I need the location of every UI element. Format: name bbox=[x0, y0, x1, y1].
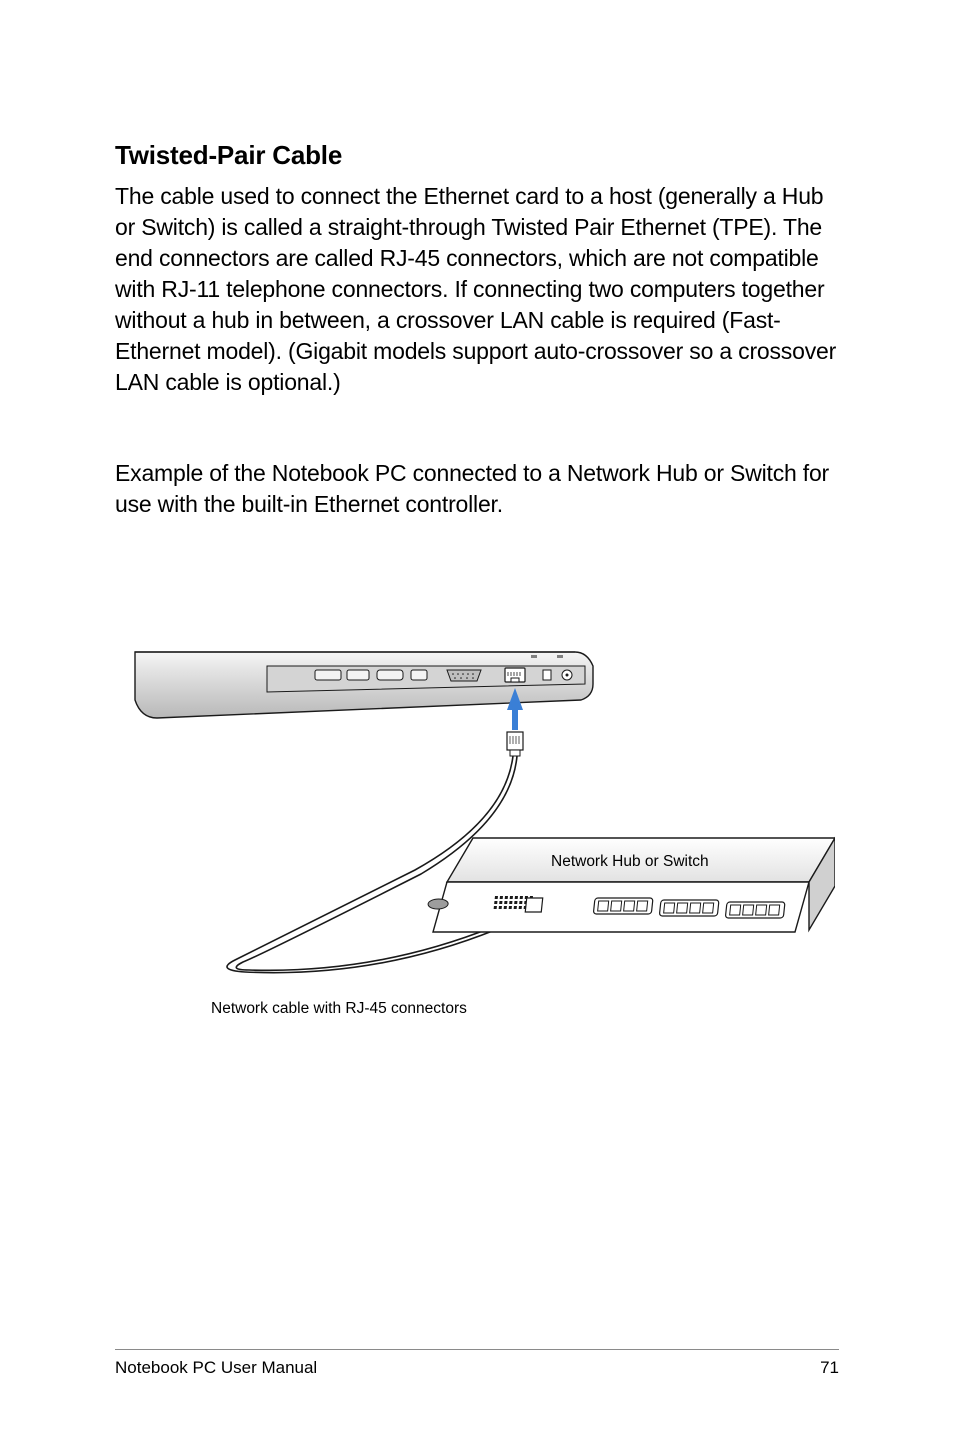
section-heading: Twisted-Pair Cable bbox=[115, 140, 839, 171]
page-content: Twisted-Pair Cable The cable used to con… bbox=[0, 0, 954, 1438]
laptop-icon bbox=[135, 652, 593, 718]
paragraph-1: The cable used to connect the Ethernet c… bbox=[115, 181, 839, 398]
hub-label: Network Hub or Switch bbox=[551, 853, 709, 871]
cable-label: Network cable with RJ-45 connectors bbox=[211, 1000, 467, 1018]
footer-title: Notebook PC User Manual bbox=[115, 1358, 317, 1378]
paragraph-2: Example of the Notebook PC connected to … bbox=[115, 458, 839, 520]
connection-diagram: Network Hub or Switch Network cable with… bbox=[115, 610, 835, 1030]
diagram-svg bbox=[115, 610, 835, 1030]
page-footer: Notebook PC User Manual 71 bbox=[115, 1349, 839, 1378]
rj45-laptop-icon bbox=[507, 732, 523, 756]
page-number: 71 bbox=[820, 1358, 839, 1378]
